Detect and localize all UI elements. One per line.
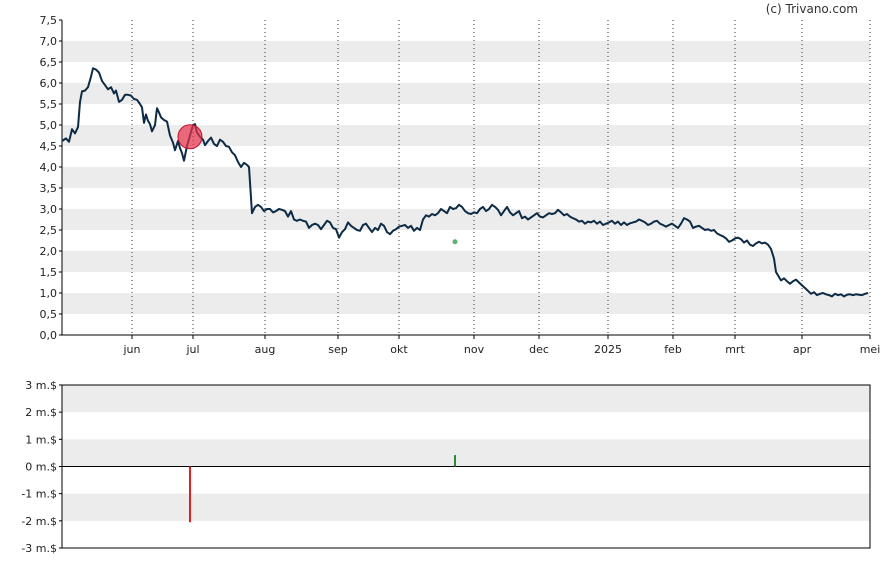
price-x-tick-label: feb — [664, 343, 682, 356]
price-y-tick-label: 6,0 — [40, 77, 58, 90]
price-y-tick-label: 0,0 — [40, 329, 58, 342]
price-y-tick-label: 2,5 — [40, 224, 58, 237]
price-x-tick-label: okt — [390, 343, 408, 356]
grid-band — [62, 167, 870, 188]
price-x-tick-label: 2025 — [594, 343, 622, 356]
price-y-tick-label: 3,0 — [40, 203, 58, 216]
grid-band — [62, 125, 870, 146]
grid-band — [62, 251, 870, 272]
price-y-tick-label: 5,0 — [40, 119, 58, 132]
price-y-tick-label: 6,5 — [40, 56, 58, 69]
price-x-tick-label: jun — [123, 343, 141, 356]
flow-y-tick-label: -3 m.$ — [21, 542, 57, 555]
price-y-tick-label: 7,0 — [40, 35, 58, 48]
flow-grid-band — [62, 439, 870, 467]
credit-label: (c) Trivano.com — [765, 2, 858, 16]
price-y-tick-label: 0,5 — [40, 308, 58, 321]
price-y-tick-label: 4,0 — [40, 161, 58, 174]
price-y-tick-label: 2,0 — [40, 245, 58, 258]
flow-grid-band — [62, 493, 870, 521]
price-y-tick-label: 1,5 — [40, 266, 58, 279]
price-x-tick-label: dec — [529, 343, 549, 356]
price-x-tick-label: sep — [328, 343, 347, 356]
flow-y-tick-label: -1 m.$ — [21, 488, 57, 501]
buy-marker — [452, 239, 458, 245]
flow-y-tick-label: 3 m.$ — [25, 379, 57, 392]
price-y-tick-label: 1,0 — [40, 287, 58, 300]
price-y-tick-label: 3,5 — [40, 182, 58, 195]
flow-y-tick-label: 1 m.$ — [25, 433, 57, 446]
price-x-tick-label: nov — [464, 343, 485, 356]
flow-y-tick-label: 2 m.$ — [25, 406, 57, 419]
price-y-tick-label: 5,5 — [40, 98, 58, 111]
price-line — [61, 67, 869, 298]
flow-y-tick-label: -2 m.$ — [21, 515, 57, 528]
price-x-tick-label: apr — [793, 343, 812, 356]
grid-band — [62, 83, 870, 104]
price-x-tick-label: aug — [255, 343, 276, 356]
price-y-tick-label: 7,5 — [40, 14, 58, 27]
flow-grid-band — [62, 385, 870, 413]
price-x-tick-label: mrt — [725, 343, 745, 356]
sell-marker — [177, 124, 203, 150]
grid-band — [62, 293, 870, 314]
price-y-tick-label: 4,5 — [40, 140, 58, 153]
price-x-tick-label: mei — [860, 343, 881, 356]
price-x-tick-label: jul — [185, 343, 199, 356]
grid-band — [62, 41, 870, 62]
flow-y-tick-label: 0 m.$ — [25, 461, 57, 474]
